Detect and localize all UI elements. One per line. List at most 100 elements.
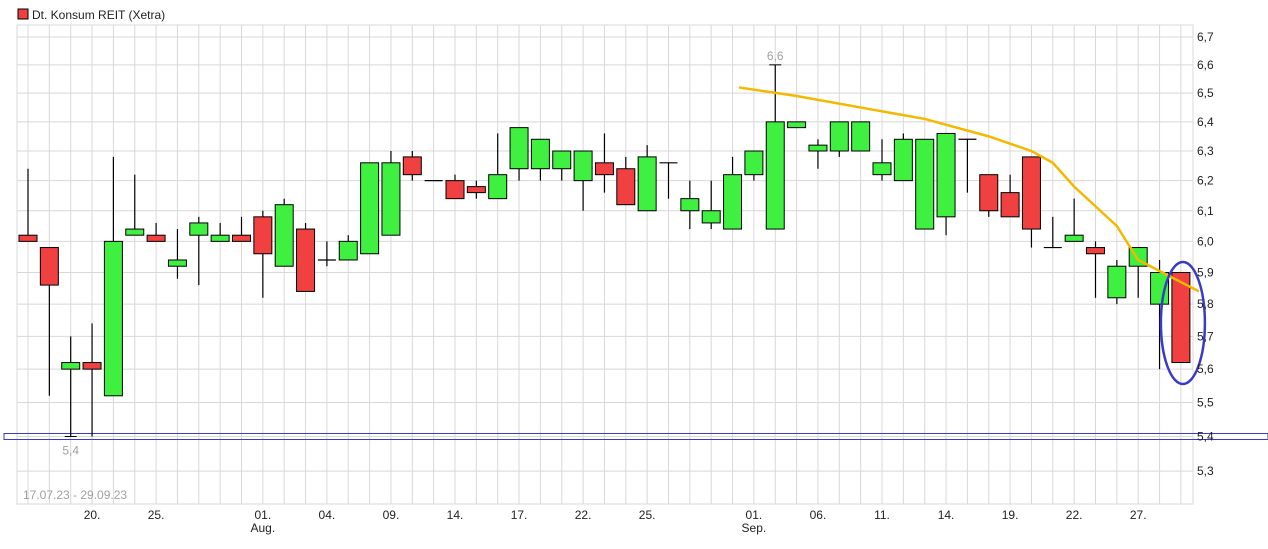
candle-body-down bbox=[979, 174, 999, 212]
x-tick-label: 01. bbox=[255, 508, 272, 522]
grid bbox=[16, 24, 1194, 505]
candle bbox=[402, 151, 422, 181]
y-tick-label: 6,4 bbox=[1197, 115, 1214, 129]
candle-body-down bbox=[445, 180, 465, 200]
candle bbox=[1107, 259, 1127, 305]
candle bbox=[851, 121, 871, 152]
candle bbox=[253, 210, 273, 298]
candle-body-up bbox=[744, 150, 764, 176]
x-tick-label: 20. bbox=[84, 508, 101, 522]
candle bbox=[659, 162, 678, 199]
candle bbox=[616, 156, 636, 206]
candle-body-up bbox=[167, 259, 187, 267]
support-band bbox=[3, 432, 1268, 440]
y-tick-label: 6,7 bbox=[1197, 30, 1214, 44]
candle-body-up bbox=[893, 138, 913, 182]
candle bbox=[82, 323, 102, 437]
candle bbox=[1064, 198, 1084, 242]
y-tick-label: 5,7 bbox=[1197, 329, 1214, 343]
candle-body-up bbox=[509, 127, 529, 170]
y-tick-label: 6,5 bbox=[1197, 86, 1214, 100]
y-tick-label: 6,0 bbox=[1197, 234, 1214, 248]
candle-body-up bbox=[338, 240, 358, 261]
candle bbox=[189, 216, 209, 286]
candle bbox=[210, 222, 230, 242]
candle bbox=[381, 151, 401, 236]
candle bbox=[958, 138, 977, 193]
y-tick-label: 5,4 bbox=[1197, 429, 1214, 443]
candle-body-up bbox=[125, 228, 145, 236]
candle bbox=[1171, 271, 1191, 364]
candle bbox=[103, 156, 123, 397]
x-tick-label: 11. bbox=[874, 508, 890, 522]
candle-body-down bbox=[253, 216, 273, 255]
candle bbox=[61, 336, 81, 437]
x-tick-label: 27. bbox=[1130, 508, 1147, 522]
date-range-label: 17.07.23 - 29.09.23 bbox=[23, 488, 127, 502]
candle-body-up bbox=[808, 144, 828, 152]
candle-body-up bbox=[829, 121, 849, 152]
candle-body-down bbox=[1086, 247, 1105, 255]
candle-body-down bbox=[1171, 271, 1191, 364]
candle-body-up bbox=[61, 362, 81, 370]
x-tick-month: Sep. bbox=[742, 521, 767, 535]
candle-body-down bbox=[146, 234, 166, 242]
x-tick-label: 19. bbox=[1002, 508, 1019, 522]
y-tick-label: 6,3 bbox=[1197, 144, 1214, 158]
candle-body-up bbox=[936, 132, 956, 218]
candle-body-down bbox=[232, 234, 251, 242]
candle bbox=[893, 133, 913, 182]
candle bbox=[829, 121, 849, 157]
x-axis: 20. 25. 01.Aug.04. 09. 14. 17. 22. 25. 01.Sep.06… bbox=[84, 508, 1147, 535]
candle-body-up bbox=[872, 162, 892, 176]
x-tick-label: 25. bbox=[148, 508, 165, 522]
x-tick-label: 22. bbox=[575, 508, 592, 522]
x-tick-label: 17. bbox=[511, 508, 528, 522]
candle bbox=[872, 139, 892, 181]
candle bbox=[232, 216, 251, 242]
candle-body-up bbox=[851, 121, 871, 152]
annotations: 6,6 5,4 bbox=[62, 49, 1207, 457]
candle-body-down bbox=[594, 162, 614, 176]
candle bbox=[1043, 216, 1062, 249]
candle-body-up bbox=[530, 138, 550, 170]
plot-area bbox=[16, 24, 1194, 505]
candle-body-up bbox=[552, 150, 572, 170]
x-tick-label: 22. bbox=[1066, 508, 1083, 522]
candle bbox=[296, 222, 316, 292]
support-band-rect bbox=[3, 432, 1268, 440]
y-tick-label: 5,8 bbox=[1197, 297, 1214, 311]
candle-body-down bbox=[402, 156, 422, 176]
trend-line bbox=[738, 86, 1200, 293]
x-tick-label: 06. bbox=[810, 508, 827, 522]
candle bbox=[530, 138, 550, 181]
y-tick-label: 6,6 bbox=[1197, 58, 1214, 72]
candle bbox=[1021, 156, 1041, 248]
candle bbox=[915, 138, 935, 230]
y-tick-label: 5,3 bbox=[1197, 464, 1214, 478]
legend-label: Dt. Konsum REIT (Xetra) bbox=[32, 8, 165, 22]
candle-body-up bbox=[765, 121, 785, 230]
candles bbox=[18, 64, 1191, 437]
candle-body-down bbox=[82, 362, 102, 370]
candle-body-up bbox=[915, 138, 935, 230]
candle bbox=[125, 174, 145, 236]
candle-body-up bbox=[488, 174, 508, 200]
high-label: 6,6 bbox=[767, 49, 784, 63]
candle bbox=[637, 145, 657, 212]
candle-body-up bbox=[1107, 265, 1127, 299]
y-tick-label: 6,2 bbox=[1197, 174, 1214, 188]
candle bbox=[146, 222, 166, 242]
candle-body-up bbox=[723, 174, 743, 230]
candle-body-down bbox=[39, 247, 59, 286]
y-axis: 6,7 6,6 6,5 6,4 6,3 6,2 6,1 6,0 5,9 5,8 5,7 5,6 5,5 5… bbox=[1197, 30, 1214, 478]
candle bbox=[317, 241, 336, 267]
candle-body-up bbox=[701, 210, 721, 224]
candle bbox=[680, 180, 700, 230]
candle bbox=[18, 168, 38, 242]
y-tick-label: 6,1 bbox=[1197, 204, 1214, 218]
x-tick-label: 01. bbox=[746, 508, 763, 522]
legend-swatch bbox=[17, 8, 29, 20]
x-tick-label: 09. bbox=[383, 508, 400, 522]
